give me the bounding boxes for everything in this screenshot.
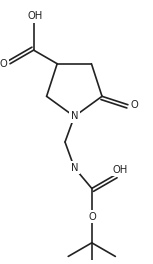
Text: OH: OH xyxy=(113,165,128,175)
Text: O: O xyxy=(0,59,7,69)
Text: O: O xyxy=(131,100,139,110)
Text: OH: OH xyxy=(28,11,43,21)
Text: O: O xyxy=(89,211,97,221)
Text: N: N xyxy=(71,163,78,173)
Text: N: N xyxy=(71,111,78,121)
